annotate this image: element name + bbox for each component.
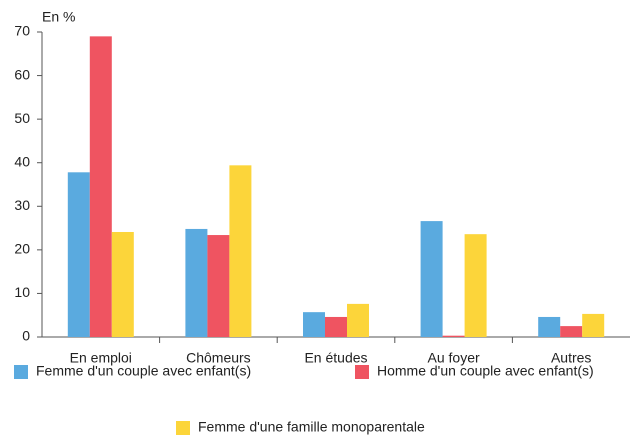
bar	[560, 326, 583, 337]
x-tick-label: Au foyer	[428, 350, 480, 366]
legend-swatch	[176, 421, 190, 435]
x-tick-label: Autres	[551, 350, 591, 366]
bar	[207, 235, 230, 337]
bar	[89, 36, 112, 337]
y-tick-label: 20	[14, 241, 30, 257]
y-tick-label: 40	[14, 153, 30, 169]
y-tick-label: 50	[14, 110, 30, 126]
legend-label: Homme d'un couple avec enfant(s)	[377, 363, 594, 379]
bar	[325, 316, 347, 337]
legend-swatch	[14, 365, 28, 379]
bar	[229, 165, 252, 337]
x-tick-label: En emploi	[70, 350, 132, 366]
bar	[442, 335, 465, 337]
x-tick-label: En études	[304, 350, 367, 366]
y-tick-label: 0	[22, 328, 30, 344]
bar	[582, 313, 605, 337]
legend-label: Femme d'un couple avec enfant(s)	[36, 363, 251, 379]
y-axis-label: En %	[42, 9, 75, 25]
bar	[538, 316, 561, 337]
y-tick-label: 60	[14, 66, 30, 82]
bar	[420, 221, 443, 337]
y-tick-label: 30	[14, 197, 30, 213]
x-tick-label: Chômeurs	[186, 350, 251, 366]
bar	[67, 172, 90, 337]
bar	[111, 231, 134, 337]
y-tick-label: 10	[14, 284, 30, 300]
y-tick-label: 70	[14, 23, 30, 39]
bar	[347, 303, 369, 337]
bar	[303, 312, 325, 337]
legend-label: Femme d'une famille monoparentale	[198, 419, 425, 435]
legend-swatch	[355, 365, 369, 379]
bar	[185, 228, 208, 337]
bar	[464, 234, 487, 337]
